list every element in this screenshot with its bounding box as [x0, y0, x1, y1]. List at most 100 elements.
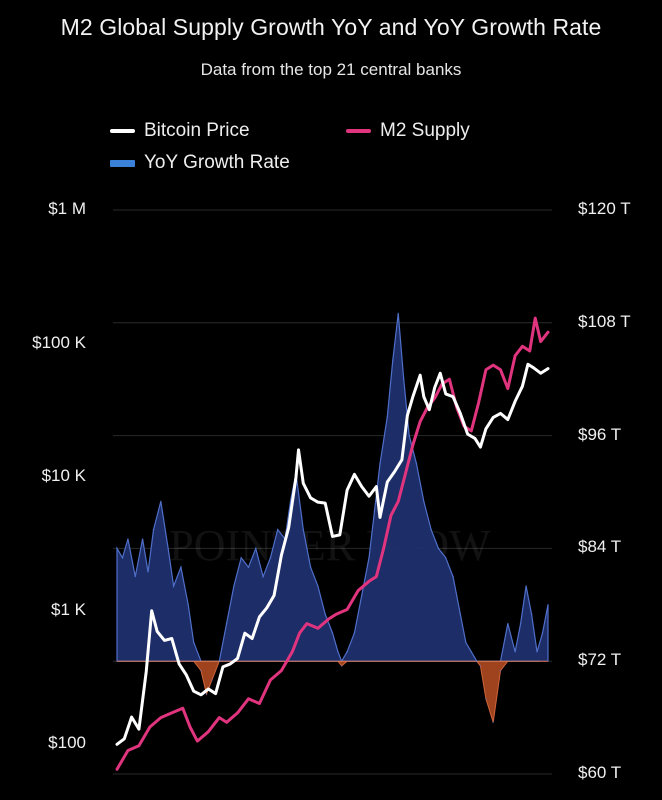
bitcoin-point-3	[138, 728, 140, 731]
legend-item-bitcoin: Bitcoin Price	[110, 120, 250, 142]
yoy-point-56	[479, 665, 482, 667]
yoy-point-50	[444, 557, 447, 559]
m2-point-44	[506, 387, 509, 390]
bitcoin-point-16	[229, 663, 232, 665]
yoy-point-0	[116, 547, 118, 550]
yoy-point-16	[218, 660, 221, 662]
m2-point-11	[225, 721, 228, 724]
bitcoin-point-22	[273, 594, 275, 597]
bitcoin-point-55	[485, 427, 487, 430]
bitcoin-point-17	[236, 657, 239, 660]
bitcoin-point-26	[297, 449, 300, 451]
yoy-point-64	[530, 613, 533, 615]
yoy-point-2	[127, 538, 129, 540]
m2-point-25	[368, 580, 370, 583]
yoy-point-44	[402, 378, 405, 381]
yoy-point-15	[211, 679, 213, 681]
bitcoin-point-11	[192, 690, 195, 693]
bitcoin-point-23	[280, 554, 283, 557]
bitcoin-point-58	[506, 418, 509, 421]
bitcoin-point-32	[338, 533, 341, 536]
legend-item-m2: M2 Supply	[346, 120, 470, 142]
yoy-point-6	[152, 528, 155, 531]
m2-point-47	[528, 350, 531, 352]
bitcoin-point-30	[324, 502, 327, 504]
yoy-point-48	[430, 528, 432, 531]
bitcoin-point-9	[178, 663, 180, 665]
left-axis-tick-label: $1 M	[48, 199, 86, 218]
bitcoin-point-46	[428, 408, 431, 411]
bitcoin-point-25	[295, 476, 297, 479]
m2-point-28	[390, 514, 392, 517]
m2-point-7	[189, 726, 191, 728]
m2-point-46	[521, 345, 524, 348]
bitcoin-point-6	[156, 630, 159, 633]
m2-point-41	[485, 368, 487, 371]
yoy-point-29	[309, 566, 312, 568]
left-axis-tick-label: $10 K	[41, 466, 86, 486]
left-axis-tick-label: $1 K	[51, 599, 86, 619]
m2-point-31	[411, 444, 414, 446]
right-axis-tick-label: $96 T	[578, 424, 622, 444]
bitcoin-point-53	[474, 437, 476, 440]
bitcoin-point-36	[368, 495, 370, 498]
bitcoin-point-41	[400, 458, 403, 461]
bitcoin-point-34	[353, 473, 356, 476]
right-axis-tick-label: $120 T	[578, 199, 631, 218]
m2-point-48	[534, 317, 537, 319]
m2-point-22	[335, 613, 338, 616]
bitcoin-point-62	[532, 366, 535, 369]
legend-label-yoy: YoY Growth Rate	[144, 152, 290, 173]
yoy-point-28	[302, 528, 305, 531]
yoy-point-55	[475, 660, 478, 662]
m2-point-36	[448, 378, 451, 381]
yoy-point-19	[240, 557, 242, 559]
bitcoin-point-29	[316, 501, 319, 504]
bitcoin-point-2	[130, 716, 133, 718]
m2-point-29	[397, 500, 400, 503]
m2-point-39	[470, 430, 473, 432]
bitcoin-point-56	[492, 416, 495, 419]
right-axis-tick-label: $84 T	[578, 537, 622, 557]
legend-swatch-yoy	[110, 159, 135, 167]
yoy-point-22	[262, 575, 264, 578]
yoy-point-66	[541, 632, 544, 634]
m2-point-23	[346, 608, 349, 611]
yoy-point-32	[331, 632, 334, 634]
yoy-point-11	[187, 604, 190, 606]
m2-point-43	[499, 368, 502, 371]
bitcoin-point-57	[499, 412, 502, 415]
bitcoin-point-21	[265, 607, 268, 609]
bitcoin-point-20	[258, 615, 261, 618]
legend-item-yoy: YoY Growth Rate	[110, 152, 290, 174]
bitcoin-point-37	[375, 485, 378, 488]
bitcoin-point-59	[514, 400, 517, 403]
yoy-point-51	[452, 575, 454, 578]
yoy-point-39	[373, 510, 376, 512]
legend-label-bitcoin: Bitcoin Price	[144, 120, 250, 141]
bitcoin-point-28	[309, 496, 312, 499]
m2-point-50	[547, 331, 549, 334]
bitcoin-point-8	[170, 637, 173, 640]
yoy-point-41	[386, 416, 389, 418]
legend-swatch-m2	[346, 129, 371, 133]
m2-point-2	[138, 744, 140, 747]
bitcoin-point-40	[393, 470, 396, 473]
m2-point-27	[382, 547, 385, 550]
m2-point-5	[170, 712, 173, 714]
m2-point-14	[258, 702, 261, 705]
bitcoin-point-10	[185, 674, 188, 676]
yoy-point-60	[507, 622, 509, 625]
yoy-point-61	[514, 651, 516, 653]
bitcoin-point-12	[200, 693, 202, 696]
right-axis-tick-label: $60 T	[578, 763, 622, 782]
bitcoin-point-18	[243, 632, 246, 635]
right-axis-tick-label: $108 T	[578, 311, 631, 331]
yoy-point-17	[225, 622, 228, 625]
bitcoin-point-39	[386, 481, 389, 483]
left-axis-tick-label: $100	[48, 733, 86, 753]
bitcoin-point-61	[527, 363, 529, 366]
chart-title: M2 Global Supply Growth YoY and YoY Grow…	[60, 14, 602, 40]
bitcoin-point-50	[452, 395, 454, 398]
